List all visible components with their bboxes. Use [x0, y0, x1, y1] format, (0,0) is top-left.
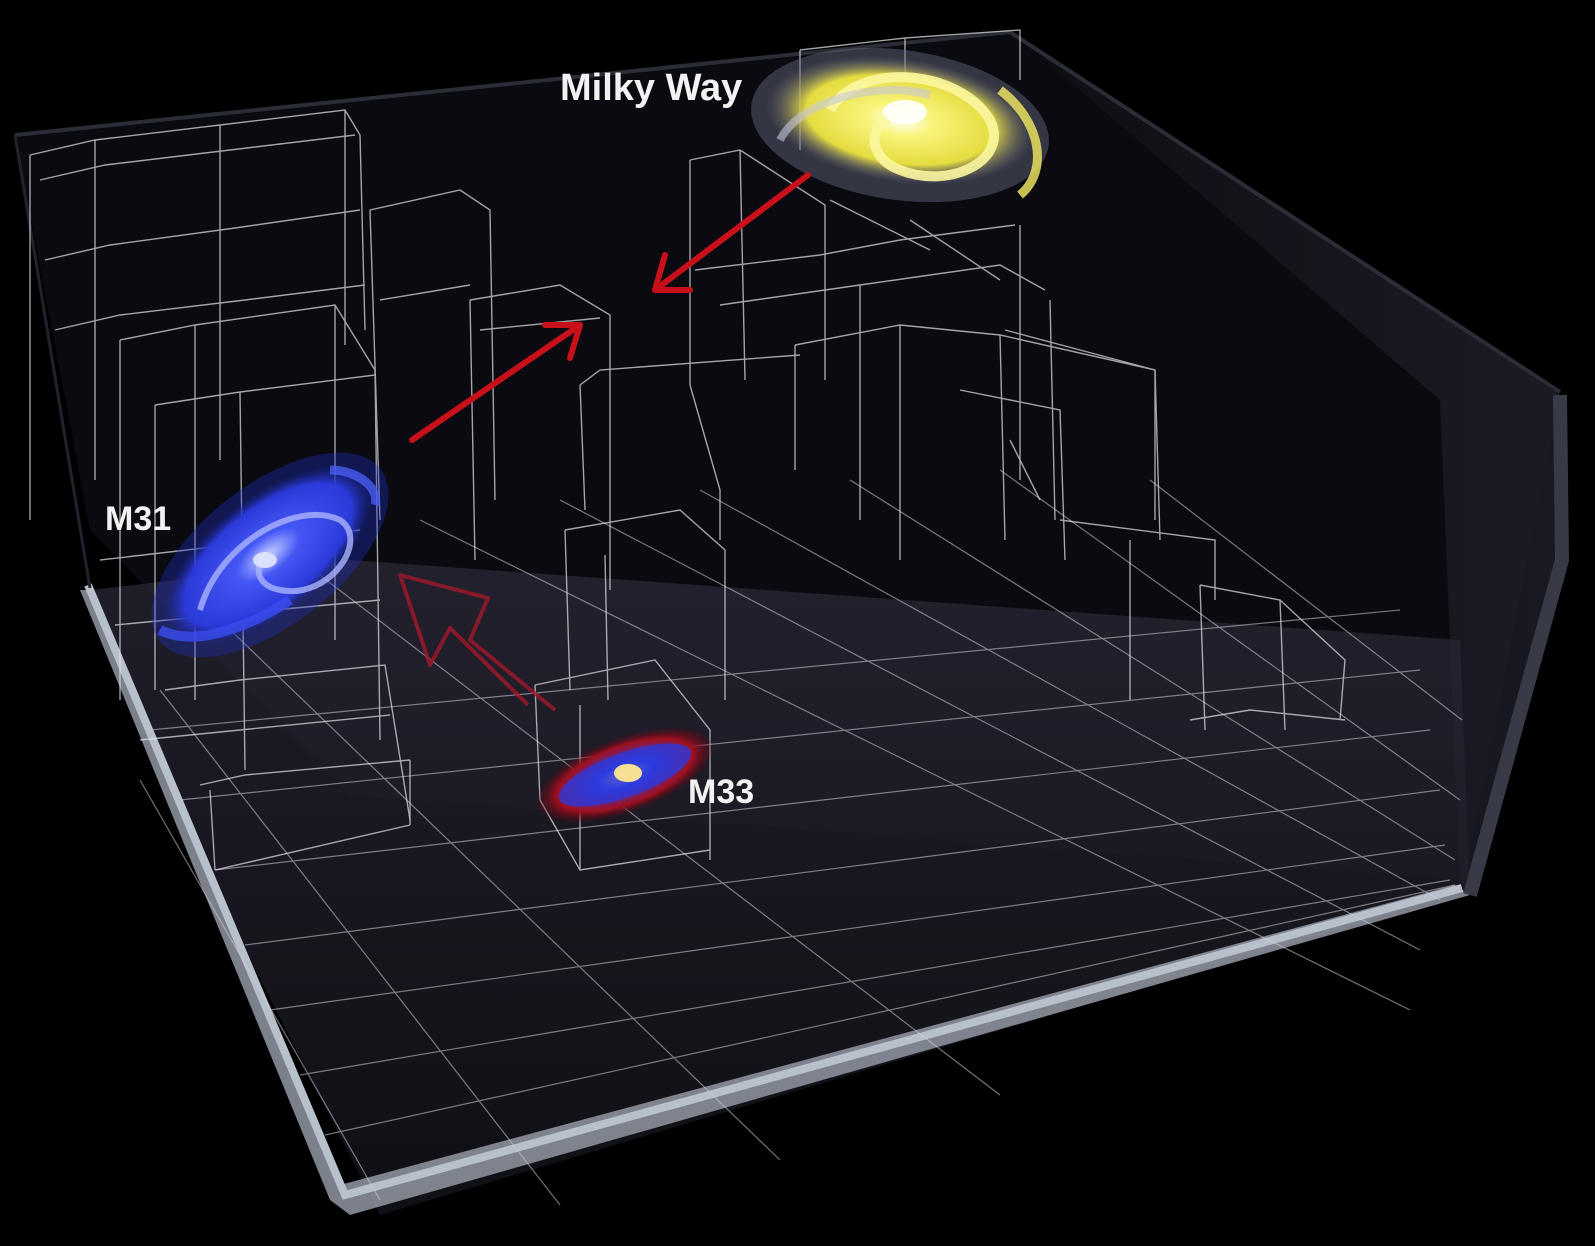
- floor-frame-edge: [84, 583, 1464, 1200]
- motion-arrows: [398, 172, 811, 712]
- m33-label: M33: [688, 773, 754, 811]
- milky-way-to-center-arrow: [652, 172, 811, 293]
- right-wall-edge: [1463, 394, 1570, 897]
- m33-to-m31-outline-arrow: [398, 573, 557, 712]
- m31-arrow-head: [542, 322, 583, 361]
- milky-way-label: Milky Way: [560, 67, 742, 109]
- floor-grid: [139, 469, 1463, 1206]
- wireframe-boxes: [29, 29, 1346, 871]
- floor-plane: [90, 560, 1470, 1215]
- milky-way-arrow-head: [652, 252, 693, 293]
- m31-to-center-arrow: [409, 322, 583, 443]
- m31-label: M31: [105, 500, 171, 538]
- m33-galaxy-icon: [534, 726, 716, 824]
- m31-galaxy-icon: [151, 452, 389, 658]
- right-wall: [1010, 30, 1565, 895]
- milky-way-galaxy-icon: [751, 47, 1049, 203]
- back-wall-top-edge: [14, 29, 1562, 394]
- left-wall-edge: [13, 134, 92, 589]
- floor-frame: [80, 590, 1470, 1215]
